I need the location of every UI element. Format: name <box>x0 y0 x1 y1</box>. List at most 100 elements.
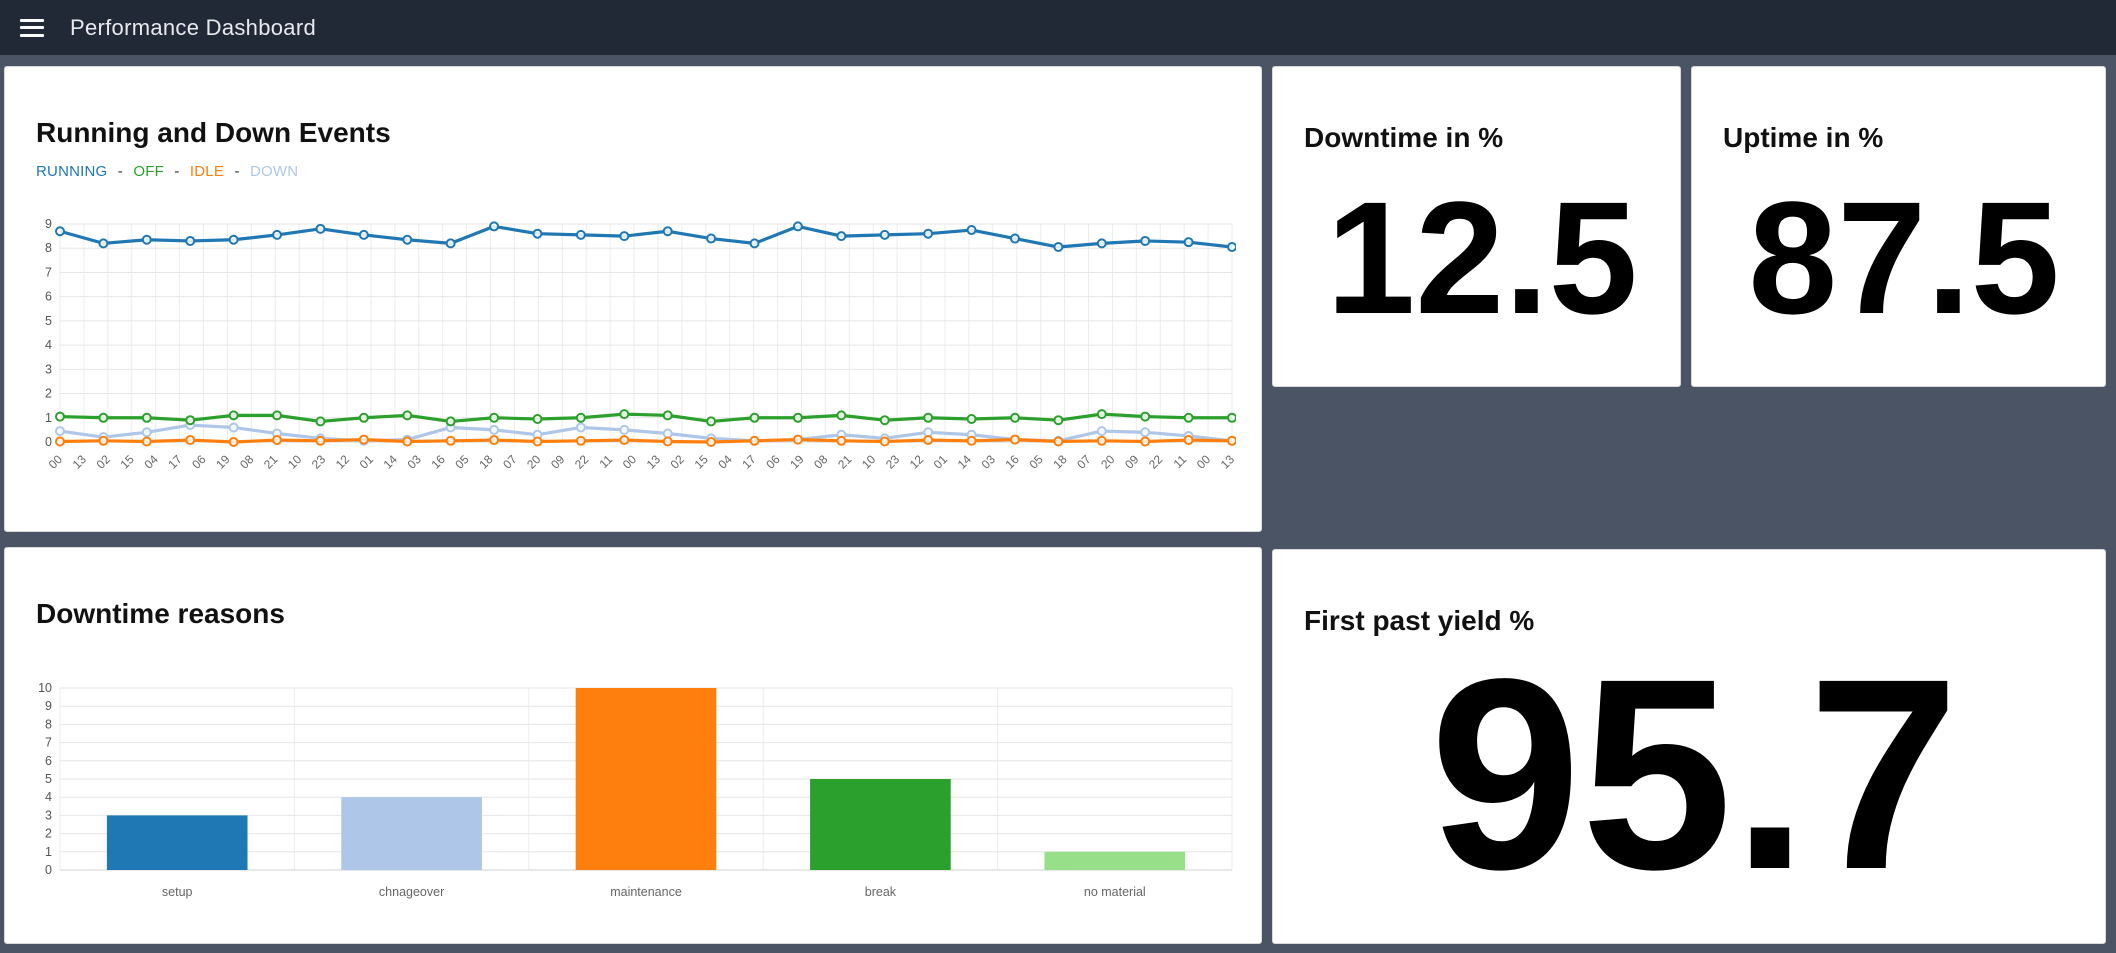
svg-text:0: 0 <box>45 435 52 449</box>
svg-text:4: 4 <box>45 790 52 804</box>
legend-item-running[interactable]: RUNNING <box>36 163 108 180</box>
svg-text:3: 3 <box>45 808 52 822</box>
uptime-percent-title: Uptime in % <box>1723 122 1884 153</box>
svg-text:23: 23 <box>883 452 903 472</box>
svg-text:01: 01 <box>931 452 951 472</box>
svg-text:19: 19 <box>787 452 807 472</box>
svg-text:01: 01 <box>357 452 377 472</box>
svg-text:18: 18 <box>476 452 496 472</box>
svg-text:19: 19 <box>213 452 233 472</box>
svg-text:00: 00 <box>620 452 640 472</box>
svg-text:13: 13 <box>644 452 664 472</box>
svg-text:9: 9 <box>45 699 52 713</box>
first-past-yield-card: First past yield % 95.7 <box>1272 549 2106 944</box>
legend-separator: - <box>117 163 123 180</box>
svg-text:chnageover: chnageover <box>379 885 444 899</box>
svg-text:02: 02 <box>668 452 688 472</box>
svg-text:maintenance: maintenance <box>610 885 682 899</box>
svg-text:no material: no material <box>1084 885 1146 899</box>
svg-text:5: 5 <box>45 772 52 786</box>
svg-text:20: 20 <box>524 452 544 472</box>
running-down-events-title: Running and Down Events <box>36 117 391 148</box>
svg-text:4: 4 <box>45 338 52 352</box>
legend-separator: - <box>234 163 240 180</box>
svg-text:08: 08 <box>237 452 257 472</box>
svg-text:13: 13 <box>70 452 90 472</box>
downtime-reasons-bar-chart[interactable]: 0 1 2 3 4 5 6 7 8 9 10 setup chnageover maintenance br… <box>36 678 1236 913</box>
svg-text:6: 6 <box>45 290 52 304</box>
svg-text:07: 07 <box>1074 452 1094 472</box>
downtime-percent-card: Downtime in % 12.5 <box>1272 66 1681 387</box>
svg-text:06: 06 <box>763 452 783 472</box>
downtime-percent-value: 12.5 <box>1326 167 1638 347</box>
svg-text:7: 7 <box>45 736 52 750</box>
svg-text:03: 03 <box>405 452 425 472</box>
svg-text:17: 17 <box>165 452 185 472</box>
svg-text:8: 8 <box>45 241 52 255</box>
uptime-percent-card: Uptime in % 87.5 <box>1691 66 2106 387</box>
svg-text:23: 23 <box>309 452 329 472</box>
svg-text:05: 05 <box>1026 452 1046 472</box>
svg-text:3: 3 <box>45 362 52 376</box>
svg-text:21: 21 <box>835 452 855 472</box>
menu-hamburger-icon[interactable] <box>20 18 44 37</box>
svg-text:11: 11 <box>1171 452 1190 471</box>
svg-text:02: 02 <box>94 452 114 472</box>
svg-text:setup: setup <box>162 885 193 899</box>
svg-text:22: 22 <box>1146 452 1166 472</box>
svg-text:00: 00 <box>46 452 66 472</box>
svg-text:15: 15 <box>692 452 712 472</box>
svg-text:14: 14 <box>381 452 401 472</box>
svg-text:09: 09 <box>548 452 568 472</box>
svg-text:09: 09 <box>1122 452 1142 472</box>
downtime-percent-title: Downtime in % <box>1304 122 1504 153</box>
svg-text:12: 12 <box>333 452 353 472</box>
uptime-percent-value: 87.5 <box>1748 167 2060 347</box>
svg-text:10: 10 <box>38 681 52 695</box>
svg-text:12: 12 <box>907 452 927 472</box>
svg-text:22: 22 <box>572 452 592 472</box>
svg-text:14: 14 <box>955 452 975 472</box>
downtime-reasons-panel: Downtime reasons 0 1 2 3 4 5 6 7 8 9 10 setup chnage… <box>4 547 1262 944</box>
svg-text:17: 17 <box>739 452 759 472</box>
svg-text:13: 13 <box>1218 452 1236 472</box>
legend-item-down[interactable]: DOWN <box>250 163 299 180</box>
chart-legend: RUNNING - OFF - IDLE - DOWN <box>36 163 1235 180</box>
legend-item-off[interactable]: OFF <box>133 163 164 180</box>
svg-text:03: 03 <box>979 452 999 472</box>
svg-text:10: 10 <box>285 452 305 472</box>
svg-text:7: 7 <box>45 265 52 279</box>
svg-text:08: 08 <box>811 452 831 472</box>
svg-text:21: 21 <box>261 452 281 472</box>
downtime-reasons-title: Downtime reasons <box>36 598 285 629</box>
svg-text:1: 1 <box>45 845 52 859</box>
svg-text:2: 2 <box>45 387 52 401</box>
svg-text:8: 8 <box>45 717 52 731</box>
svg-text:07: 07 <box>500 452 520 472</box>
svg-text:06: 06 <box>189 452 209 472</box>
svg-text:16: 16 <box>1003 452 1023 472</box>
svg-text:04: 04 <box>141 452 161 472</box>
legend-item-idle[interactable]: IDLE <box>189 163 225 180</box>
legend-separator: - <box>174 163 180 180</box>
svg-text:1: 1 <box>45 411 52 425</box>
svg-text:04: 04 <box>715 452 735 472</box>
svg-text:6: 6 <box>45 754 52 768</box>
svg-text:0: 0 <box>45 863 52 877</box>
svg-text:10: 10 <box>859 452 879 472</box>
svg-text:11: 11 <box>597 452 616 471</box>
svg-text:05: 05 <box>452 452 472 472</box>
app-title: Performance Dashboard <box>70 14 316 40</box>
svg-text:00: 00 <box>1194 452 1214 472</box>
first-past-yield-value: 95.7 <box>1429 622 1960 927</box>
svg-text:break: break <box>865 885 897 899</box>
svg-text:2: 2 <box>45 827 52 841</box>
svg-text:15: 15 <box>118 452 138 472</box>
svg-text:20: 20 <box>1098 452 1118 472</box>
svg-text:5: 5 <box>45 314 52 328</box>
running-down-events-panel: Running and Down Events RUNNING - OFF - … <box>4 66 1262 532</box>
svg-text:16: 16 <box>428 452 448 472</box>
top-app-bar: Performance Dashboard <box>0 0 2116 55</box>
